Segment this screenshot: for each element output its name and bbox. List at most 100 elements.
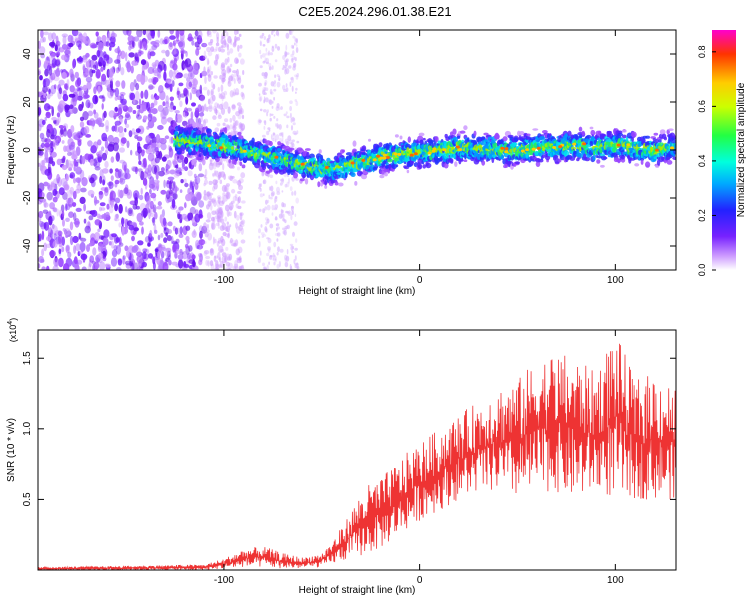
spectrogram-cell [666, 160, 673, 165]
spectrogram-cell [107, 89, 114, 99]
spectrogram-cell [144, 89, 149, 100]
spectrogram-cell [289, 81, 292, 87]
spectrogram-cell [39, 132, 45, 140]
spectrogram-cell [57, 230, 63, 237]
spectrogram-cell [161, 156, 167, 162]
spectrogram-cell [167, 80, 171, 84]
spectrogram-cell [258, 228, 261, 234]
spectrogram-cell [42, 85, 48, 93]
spectrogram-cell [219, 225, 225, 232]
spectrogram-cell [231, 175, 235, 179]
spectrogram-cell [290, 265, 293, 270]
spectrogram-cell [142, 177, 148, 186]
spectrogram-cell [292, 45, 295, 49]
spectrogram-cell [49, 250, 56, 257]
spectrogram-cell [56, 51, 61, 57]
spectrogram-cell [234, 239, 239, 247]
spectrogram-cell [99, 261, 106, 270]
spectrogram-cell [179, 149, 182, 154]
spectrogram-cell [291, 205, 294, 209]
spectrogram-cell [89, 177, 95, 184]
spectrogram-cell [164, 247, 170, 257]
spectrogram-cell [39, 198, 47, 203]
spectrogram-cell [151, 217, 155, 223]
spectrogram-cell [77, 95, 83, 101]
spectrogram-cell [399, 135, 403, 140]
spectrogram-cell [295, 87, 298, 91]
spectrogram-cell [240, 123, 246, 131]
spectrogram-cell [258, 186, 262, 190]
spectrogram-cell [264, 57, 267, 62]
spectrogram-cell [178, 40, 185, 50]
spectrogram-peak [504, 150, 509, 154]
spectrogram-cell [211, 210, 217, 216]
spectrogram-cell [165, 95, 169, 105]
spectrogram-cell [233, 78, 236, 84]
spectrogram-cell [87, 263, 92, 270]
spectrogram-cell [271, 105, 274, 109]
spectrogram-cell [289, 100, 293, 104]
spectrogram-cell [82, 57, 88, 63]
spectrogram-cell [181, 60, 186, 71]
spectrogram-peak [219, 146, 224, 150]
spectrogram-cell [131, 212, 135, 217]
spectrogram-cell [217, 114, 222, 120]
spectrogram-cell [203, 182, 206, 187]
spectrogram-cell [51, 223, 55, 230]
spectrogram-cell [191, 159, 195, 166]
spectrogram-cell [282, 84, 286, 91]
spectrogram-cell [206, 68, 211, 77]
spectrogram-cell [263, 179, 267, 185]
spectrogram-cell [102, 179, 106, 186]
spectrogram-cell [157, 201, 162, 207]
spectrogram-cell [210, 216, 215, 222]
spectrogram-cell [185, 225, 191, 231]
spectrogram-cell [159, 38, 164, 45]
spectrogram-cell [203, 66, 206, 74]
spectrogram-cell [226, 125, 230, 131]
spectrogram-cell [165, 49, 170, 57]
spectrogram-cell [76, 40, 82, 48]
spectrogram-cell [267, 246, 271, 251]
snr-scale-close: ) [8, 318, 18, 321]
spectrogram-cell [232, 195, 237, 202]
spectrogram-cell [167, 250, 171, 258]
spectrogram-cell [224, 256, 227, 264]
spectrogram-cell [185, 193, 192, 202]
spectrogram-cell [224, 255, 228, 263]
spectrogram-cell [268, 129, 271, 132]
snr-scale-base: (x10 [8, 325, 18, 343]
spectrogram-cell [103, 229, 110, 239]
spectrogram-cell [224, 118, 229, 123]
spectrogram-cell [274, 74, 277, 78]
spectrogram-cell [265, 57, 270, 64]
spectrogram-cell [269, 117, 272, 122]
spectrogram-cell [192, 66, 199, 75]
spectrogram-cell [210, 39, 214, 44]
colorbar-tick-label: 0.8 [697, 46, 707, 59]
spectrogram-cell [259, 208, 262, 212]
spectrogram-cell [76, 96, 83, 101]
spectrogram-cell [188, 161, 192, 169]
spectrogram-cell [339, 155, 345, 158]
spectrogram-cell [263, 267, 268, 270]
spectrogram-cell [132, 166, 139, 173]
spectrogram-cell [292, 35, 295, 39]
spectrogram-cell [296, 73, 300, 78]
spectrogram-cell [271, 204, 275, 211]
spectrogram-cell [226, 192, 229, 199]
spectrogram-cell [235, 222, 238, 229]
spectrogram-peak [397, 152, 402, 156]
spectrogram-cell [259, 35, 264, 39]
spectrogram-cell [174, 227, 179, 235]
spectrogram-cell [227, 35, 232, 44]
spectrogram-cell [258, 119, 262, 124]
spectrogram-cell [206, 106, 209, 112]
spectrogram-cell [265, 61, 269, 65]
spectrogram-cell [285, 58, 289, 63]
spectrogram-cell [282, 213, 285, 219]
spectrogram-cell [95, 31, 99, 37]
spectrogram-cell [74, 218, 80, 228]
spectrogram-cell [290, 76, 294, 84]
spectrogram-cell [56, 173, 60, 184]
